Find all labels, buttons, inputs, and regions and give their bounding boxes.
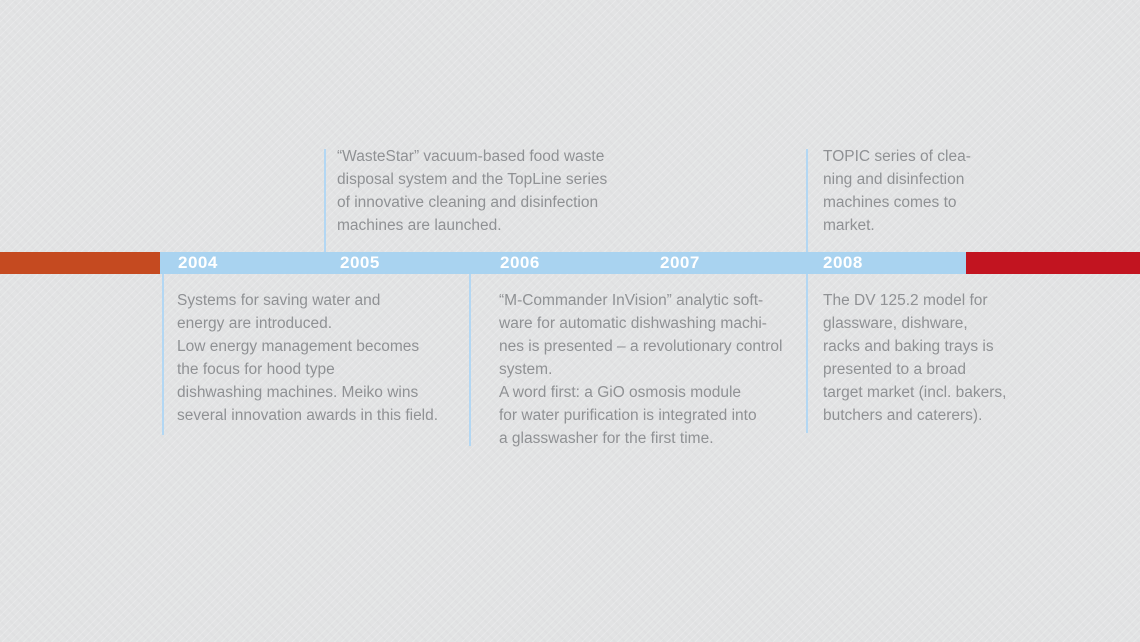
event-text-2008-above: TOPIC series of clea- ning and disinfect… <box>823 148 971 234</box>
year-2006[interactable]: 2006 <box>500 253 540 272</box>
year-2007[interactable]: 2007 <box>660 253 700 272</box>
year-2004[interactable]: 2004 <box>178 253 218 272</box>
connector-line-below-2006 <box>469 274 471 446</box>
event-text-2006-below: “M-Commander InVision” analytic soft- wa… <box>499 292 783 447</box>
connector-line-above-2008 <box>806 149 808 252</box>
timeline-next-segment[interactable] <box>966 252 1140 274</box>
event-text-2008-below: The DV 125.2 model for glassware, dishwa… <box>823 292 1007 424</box>
year-2005[interactable]: 2005 <box>340 253 380 272</box>
timeline-bar <box>160 252 966 274</box>
event-text-2004-below: Systems for saving water and energy are … <box>177 292 439 424</box>
timeline-prev-segment[interactable] <box>0 252 160 274</box>
connector-line-above-2005 <box>324 149 326 252</box>
connector-line-below-2004 <box>162 274 164 435</box>
event-text-2005-above: “WasteStar” vacuum-based food waste disp… <box>337 148 608 234</box>
year-2008[interactable]: 2008 <box>823 253 863 272</box>
connector-line-below-2008 <box>806 274 808 433</box>
